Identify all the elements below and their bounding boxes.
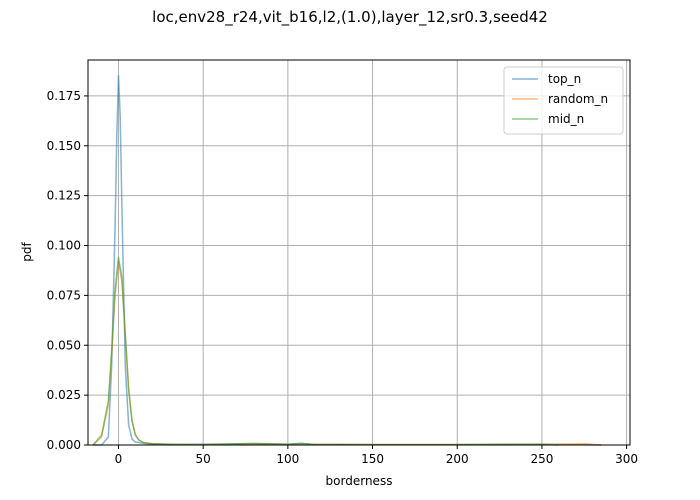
y-tick-label: 0.000 [47, 438, 81, 452]
legend-frame [503, 66, 624, 135]
plot-frame [87, 59, 631, 446]
x-axis-label: borderness [326, 474, 393, 488]
x-tick-label: 50 [196, 452, 211, 466]
y-axis: 0.000 0.025 0.050 0.075 0.100 0.125 0.150 0.175 [47, 89, 88, 452]
y-tick-label: 0.150 [47, 139, 81, 153]
y-tick-label: 0.125 [47, 189, 81, 203]
y-tick-label: 0.075 [47, 288, 81, 302]
x-tick-label: 300 [615, 452, 638, 466]
y-tick-label: 0.050 [47, 338, 81, 352]
legend-label-random_n: random_n [548, 92, 608, 106]
y-tick-label: 0.100 [47, 239, 81, 253]
y-tick-label: 0.025 [47, 388, 81, 402]
chart-title: loc,env28_r24,vit_b16,l2,(1.0),layer_12,… [152, 8, 548, 27]
x-tick-label: 100 [276, 452, 299, 466]
x-axis: 0 50 100 150 200 250 300 [115, 445, 638, 466]
x-tick-label: 150 [361, 452, 384, 466]
legend-label-mid_n: mid_n [548, 112, 584, 126]
x-tick-label: 200 [446, 452, 469, 466]
x-tick-label: 0 [115, 452, 123, 466]
y-axis-label: pdf [20, 242, 34, 262]
legend: top_n random_n mid_n [503, 66, 624, 135]
x-tick-label: 250 [530, 452, 553, 466]
y-tick-label: 0.175 [47, 89, 81, 103]
legend-label-top_n: top_n [548, 72, 581, 86]
